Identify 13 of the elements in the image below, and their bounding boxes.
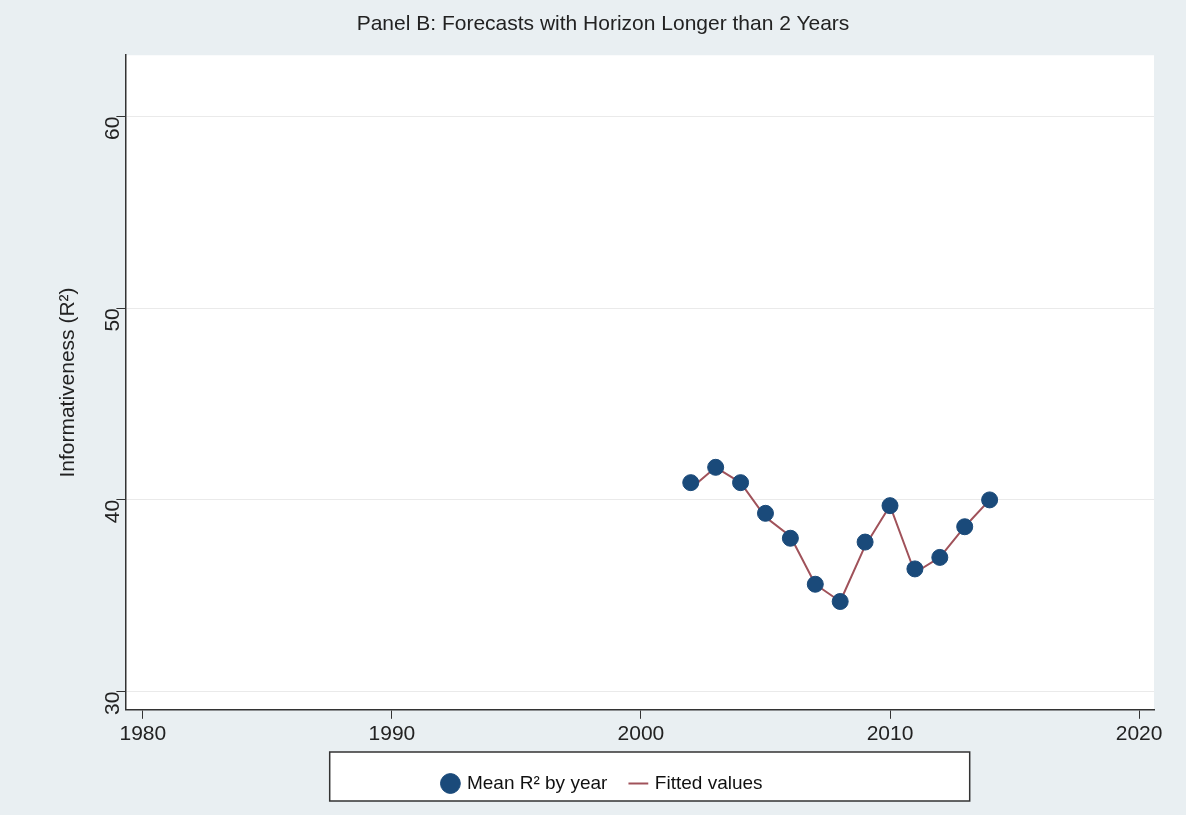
chart-title: Panel B: Forecasts with Horizon Longer than 2 Years — [356, 11, 850, 35]
x-tick-label: 2010 — [866, 721, 914, 745]
x-tick-label: 2000 — [617, 721, 665, 745]
y-tick-label: 30 — [100, 691, 124, 715]
y-tick-label: 60 — [100, 116, 124, 140]
legend-label: Fitted values — [654, 771, 763, 793]
legend-label: Mean R² by year — [466, 771, 609, 793]
y-axis-title: Informativeness (R²) — [55, 287, 79, 478]
y-tick-label: 40 — [100, 499, 124, 524]
x-tick-label: 1990 — [368, 721, 416, 745]
y-tick-label: 50 — [100, 308, 124, 332]
x-tick-label: 1980 — [119, 721, 167, 745]
x-tick-label: 2020 — [1115, 721, 1163, 745]
